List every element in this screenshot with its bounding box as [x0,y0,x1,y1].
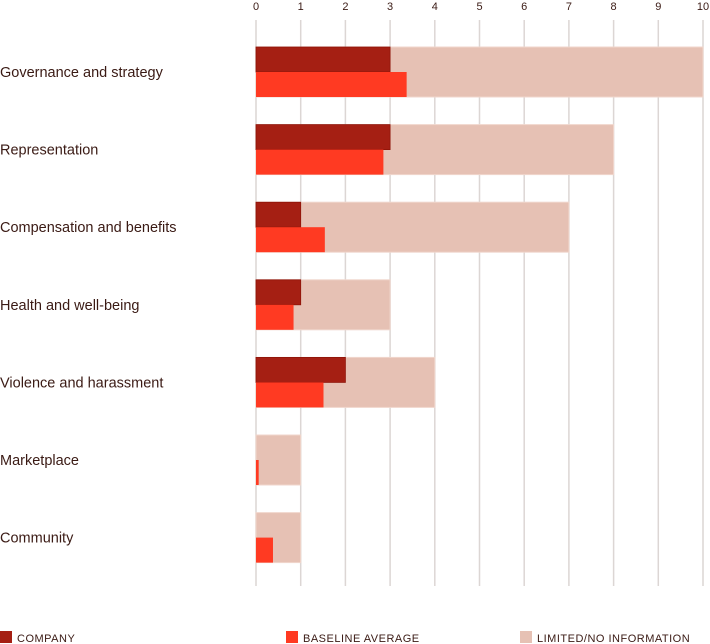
legend-label: COMPANY [17,633,75,644]
category-label: Health and well-being [0,298,139,314]
x-tick-label: 5 [476,1,482,13]
category-label: Violence and harassment [0,375,163,391]
legend-label: BASELINE AVERAGE [303,633,420,644]
bar-company [255,201,302,228]
x-tick-label: 8 [611,1,617,13]
x-tick-label: 7 [566,1,572,13]
bar-baseline-average [256,149,384,175]
bar-company [255,279,302,306]
category-label: Marketplace [0,453,79,469]
category-label: Community [0,531,74,547]
bar-company [255,124,391,150]
legend-swatch [520,631,532,643]
bar-baseline-average [256,460,259,485]
bar-company [255,46,391,73]
bar-baseline-average [256,72,407,97]
x-tick-label: 3 [387,1,393,13]
x-tick-label: 6 [521,1,527,13]
bar-company [255,356,346,383]
x-tick-label: 1 [298,1,304,13]
bar-limited-info [255,434,302,486]
category-label: Compensation and benefits [0,220,177,236]
legend-label: LIMITED/NO INFORMATION [537,633,690,644]
x-tick-label: 2 [342,1,348,13]
category-label: Governance and strategy [0,65,164,81]
bar-baseline-average [256,382,324,408]
x-tick-label: 0 [253,1,259,13]
category-label: Representation [0,143,98,159]
legend-swatch [286,631,298,643]
x-tick-label: 4 [432,1,438,13]
bar-baseline-average [256,304,294,330]
bar-baseline-average [256,227,325,253]
x-tick-label: 10 [697,1,709,13]
x-tick-label: 9 [655,1,661,13]
bar-baseline-average [256,537,273,563]
legend-swatch [0,631,12,643]
